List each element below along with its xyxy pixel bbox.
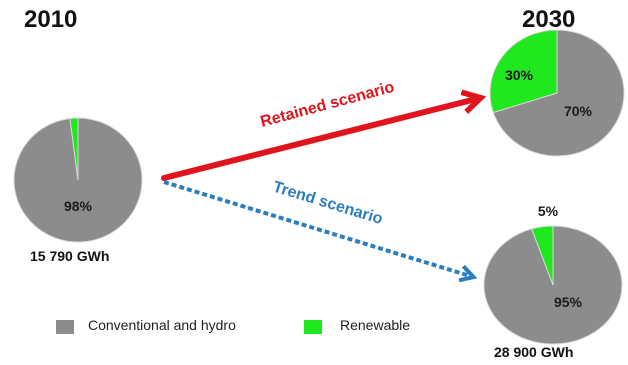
- trend-scenario-arrow: [163, 180, 470, 276]
- legend-label-conventional: Conventional and hydro: [88, 317, 236, 333]
- volume-2030-label: 28 900 GWh: [494, 344, 574, 360]
- year-2030-heading: 2030: [522, 6, 576, 33]
- retained-scenario-arrow: [161, 99, 476, 181]
- pie-label-conventional-retained: 70%: [564, 103, 593, 119]
- pie-slice-conventional-retained: [492, 29, 625, 157]
- year-2010-heading: 2010: [24, 6, 78, 33]
- legend-swatch-conventional: [56, 320, 74, 334]
- pie-label-conventional-trend: 95%: [554, 294, 583, 310]
- pie-slice-renewable-retained: [489, 29, 558, 114]
- pie-label-conventional-p2010: 98%: [64, 198, 93, 214]
- pie-slice-renewable-trend: [531, 225, 554, 286]
- legend-label-renewable: Renewable: [340, 317, 411, 333]
- pie-slice-renewable-p2010: [69, 117, 79, 181]
- pie-label-renewable-trend: 5%: [538, 203, 559, 219]
- volume-2010-label: 15 790 GWh: [30, 248, 110, 264]
- legend-swatch-renewable: [304, 320, 322, 334]
- pie-label-renewable-retained: 30%: [505, 67, 534, 83]
